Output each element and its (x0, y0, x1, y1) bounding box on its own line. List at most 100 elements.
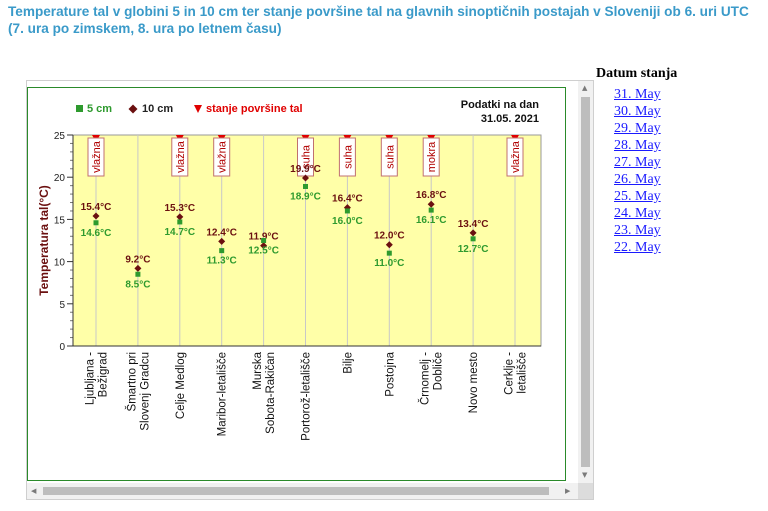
date-link[interactable]: 28. May (614, 138, 661, 153)
x-tick-label: Celje Medlog (175, 352, 187, 419)
surface-label-box (422, 137, 440, 177)
surface-label-box (506, 137, 524, 177)
data-label-10cm: 9.2°C (125, 254, 150, 265)
marker-10cm (134, 264, 142, 272)
legend-label-10cm: 10 cm (142, 103, 173, 115)
date-item: 23. May (614, 222, 766, 239)
marker-10cm (302, 174, 309, 182)
chart-frame: 0 5 10 15 20 25 Temperatura tal(°C) 5 cm 10 cm st… (26, 80, 594, 500)
data-label-5cm: 18.9°C (290, 191, 321, 202)
date-item: 27. May (614, 154, 766, 171)
marker-5cm (470, 236, 476, 242)
date-link[interactable]: 22. May (614, 240, 661, 255)
marker-5cm (303, 183, 308, 189)
marker-5cm (177, 219, 183, 225)
marker-10cm (427, 200, 435, 208)
date-link[interactable]: 23. May (614, 223, 661, 238)
date-item: 24. May (614, 205, 766, 222)
y-tick-label: 10 (54, 258, 66, 269)
data-label-5cm: 11.0°C (374, 258, 404, 269)
data-label-10cm: 12.0°C (374, 231, 405, 242)
scroll-corner (578, 483, 593, 499)
x-tick-label: Šmartno pri (125, 352, 138, 411)
x-tick-label: Sobota-Rakičan (265, 352, 277, 434)
sidebar-heading: Datum stanja (596, 66, 678, 81)
marker-10cm (260, 242, 268, 250)
scroll-down-icon[interactable]: ▼ (582, 471, 588, 479)
scroll-right-icon[interactable]: ▶ (565, 487, 571, 495)
x-tick-label: Črnomelj - (419, 352, 432, 405)
date-item: 29. May (614, 120, 766, 137)
x-tick-label: Dobliče (433, 352, 445, 390)
surface-label-box (380, 137, 398, 177)
marker-10cm (92, 212, 100, 220)
marker-5cm (428, 207, 434, 213)
legend-marker-10cm (128, 104, 138, 114)
info-label: Podatki na dan (461, 99, 540, 111)
date-link[interactable]: 31. May (614, 87, 661, 102)
y-tick-label: 15 (54, 215, 66, 226)
marker-5cm (219, 248, 225, 254)
x-tick-label: Postojna (384, 351, 396, 396)
marker-10cm (176, 213, 184, 221)
x-tick-label: Novo mesto (468, 352, 480, 413)
soil-temperature-chart: 0 5 10 15 20 25 Temperatura tal(°C) 5 cm 10 cm st… (27, 87, 566, 481)
data-label-10cm: 15.3°C (164, 203, 195, 214)
marker-5cm (261, 238, 267, 243)
date-link[interactable]: 25. May (614, 189, 661, 204)
data-label-10cm: 13.4°C (458, 219, 489, 230)
date-link[interactable]: 27. May (614, 155, 661, 170)
scroll-left-icon[interactable]: ◀ (31, 487, 37, 495)
data-label-10cm: 15.4°C (81, 202, 112, 213)
date-item: 30. May (614, 103, 766, 120)
data-label-5cm: 16.0°C (332, 216, 363, 227)
marker-10cm (469, 229, 477, 237)
legend-marker-surface (194, 105, 202, 113)
vertical-scrollbar[interactable]: ▲ ▼ (578, 81, 593, 483)
surface-label: suha (342, 144, 354, 169)
horizontal-scroll-thumb[interactable] (43, 487, 549, 495)
date-link[interactable]: 24. May (614, 206, 661, 221)
marker-5cm (93, 220, 99, 226)
data-label-10cm: 19.9°C (290, 164, 321, 175)
surface-label: vlažna (217, 140, 229, 173)
data-label-5cm: 8.5°C (125, 279, 150, 290)
marker-10cm (218, 237, 226, 245)
y-tick-label: 25 (54, 131, 66, 142)
vertical-scroll-thumb[interactable] (581, 97, 590, 467)
date-link[interactable]: 30. May (614, 104, 661, 119)
surface-label-box (213, 137, 231, 177)
legend-label-surface: stanje površine tal (206, 103, 303, 115)
surface-label-box (171, 137, 189, 177)
info-date: 31.05. 2021 (481, 113, 539, 125)
y-tick-label: 5 (59, 300, 65, 311)
page-title: Temperature tal v globini 5 in 10 cm ter… (8, 4, 749, 36)
x-tick-label: Slovenj Gradcu (139, 352, 151, 431)
date-item: 22. May (614, 239, 766, 256)
data-label-10cm: 12.4°C (206, 227, 237, 238)
marker-10cm (385, 241, 393, 249)
surface-label: vlažna (175, 140, 187, 173)
surface-label: vlažna (91, 140, 103, 173)
date-item: 28. May (614, 137, 766, 154)
date-link[interactable]: 29. May (614, 121, 661, 136)
data-label-10cm: 11.9°C (249, 232, 279, 243)
surface-label: suha (301, 144, 313, 169)
y-axis-title: Temperatura tal(°C) (37, 185, 51, 296)
x-tick-label: Murska (252, 351, 264, 389)
data-label-5cm: 12.5°C (248, 246, 279, 257)
marker-5cm (344, 208, 350, 214)
x-tick-label: Portorož-letališče (301, 352, 313, 441)
surface-label: suha (384, 144, 396, 169)
date-item: 25. May (614, 188, 766, 205)
marker-5cm (386, 250, 392, 256)
x-tick-label: Maribor-letališče (217, 352, 229, 436)
date-item: 31. May (614, 86, 766, 103)
marker-5cm (135, 271, 141, 277)
scroll-up-icon[interactable]: ▲ (582, 84, 588, 92)
date-link[interactable]: 26. May (614, 172, 661, 187)
x-tick-label: Ljubljana - (85, 352, 97, 405)
horizontal-scrollbar[interactable]: ◀ ▶ (27, 483, 578, 499)
data-label-5cm: 14.7°C (164, 227, 195, 238)
surface-label: vlažna (510, 140, 522, 173)
